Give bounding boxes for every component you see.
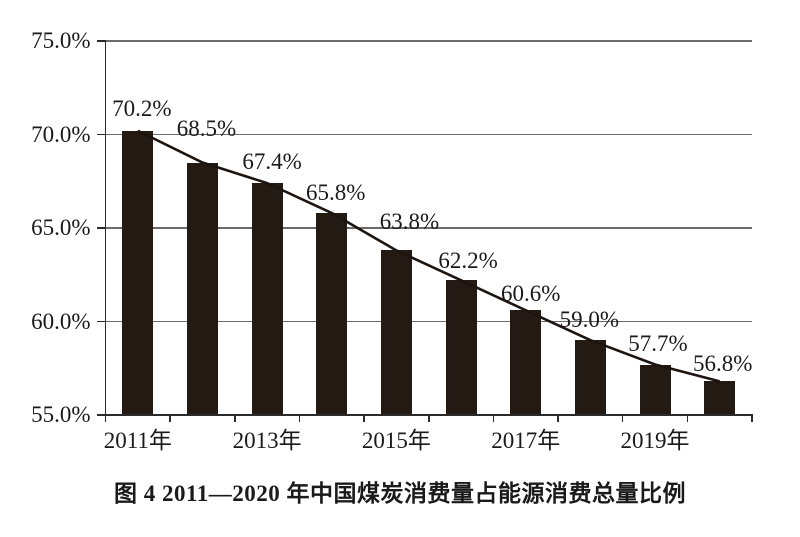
x-tick-label: 2017年 — [491, 428, 561, 453]
x-axis-tick — [234, 415, 236, 423]
y-axis-tick — [97, 40, 106, 42]
bar — [704, 381, 736, 415]
data-label: 56.8% — [692, 351, 753, 377]
y-gridline — [105, 227, 752, 229]
bar — [316, 213, 348, 415]
bar — [186, 162, 218, 415]
y-axis-tick — [97, 133, 106, 136]
x-tick-label: 2015年 — [361, 428, 431, 453]
y-gridline — [105, 133, 752, 136]
chart-caption: 图 4 2011—2020 年中国煤炭消费量占能源消费总量比例 — [114, 481, 686, 506]
data-label: 63.8% — [379, 209, 440, 235]
bar — [251, 183, 283, 415]
y-tick-label: 55.0% — [31, 402, 91, 427]
x-axis-tick — [298, 415, 301, 423]
bar — [445, 280, 477, 415]
y-axis-tick — [97, 320, 106, 323]
x-axis-tick — [557, 415, 559, 423]
x-axis-tick — [751, 415, 753, 423]
bar — [639, 364, 671, 415]
data-label: 59.0% — [559, 307, 620, 333]
y-gridline — [105, 40, 752, 42]
data-label: 57.7% — [628, 330, 688, 356]
bar — [380, 250, 412, 415]
x-tick-label: 2013年 — [232, 428, 302, 453]
y-axis — [104, 41, 107, 415]
y-axis-tick — [97, 227, 106, 229]
x-axis-tick — [363, 415, 365, 423]
x-axis-tick — [492, 415, 495, 423]
bar — [510, 310, 542, 415]
x-tick-label: 2011年 — [103, 428, 172, 453]
bar — [574, 340, 606, 415]
x-axis-tick — [104, 415, 107, 423]
bar — [122, 130, 154, 415]
x-axis — [104, 414, 753, 416]
y-axis-tick — [97, 414, 106, 416]
data-label: 67.4% — [242, 149, 302, 175]
data-label: 68.5% — [176, 115, 237, 141]
x-axis-tick — [169, 415, 171, 423]
x-axis-tick — [428, 415, 430, 423]
data-label: 70.2% — [112, 95, 172, 121]
y-tick-label: 60.0% — [31, 308, 91, 334]
y-tick-label: 75.0% — [31, 28, 91, 53]
trend-polyline — [137, 129, 721, 383]
y-gridline — [105, 320, 752, 323]
data-label: 60.6% — [501, 281, 561, 307]
x-axis-tick — [621, 415, 624, 423]
x-axis-tick — [686, 415, 689, 423]
x-tick-label: 2019年 — [620, 428, 690, 453]
y-tick-label: 65.0% — [31, 215, 91, 240]
data-label: 65.8% — [306, 180, 366, 206]
y-tick-label: 70.0% — [31, 121, 91, 147]
data-label: 62.2% — [438, 248, 498, 274]
